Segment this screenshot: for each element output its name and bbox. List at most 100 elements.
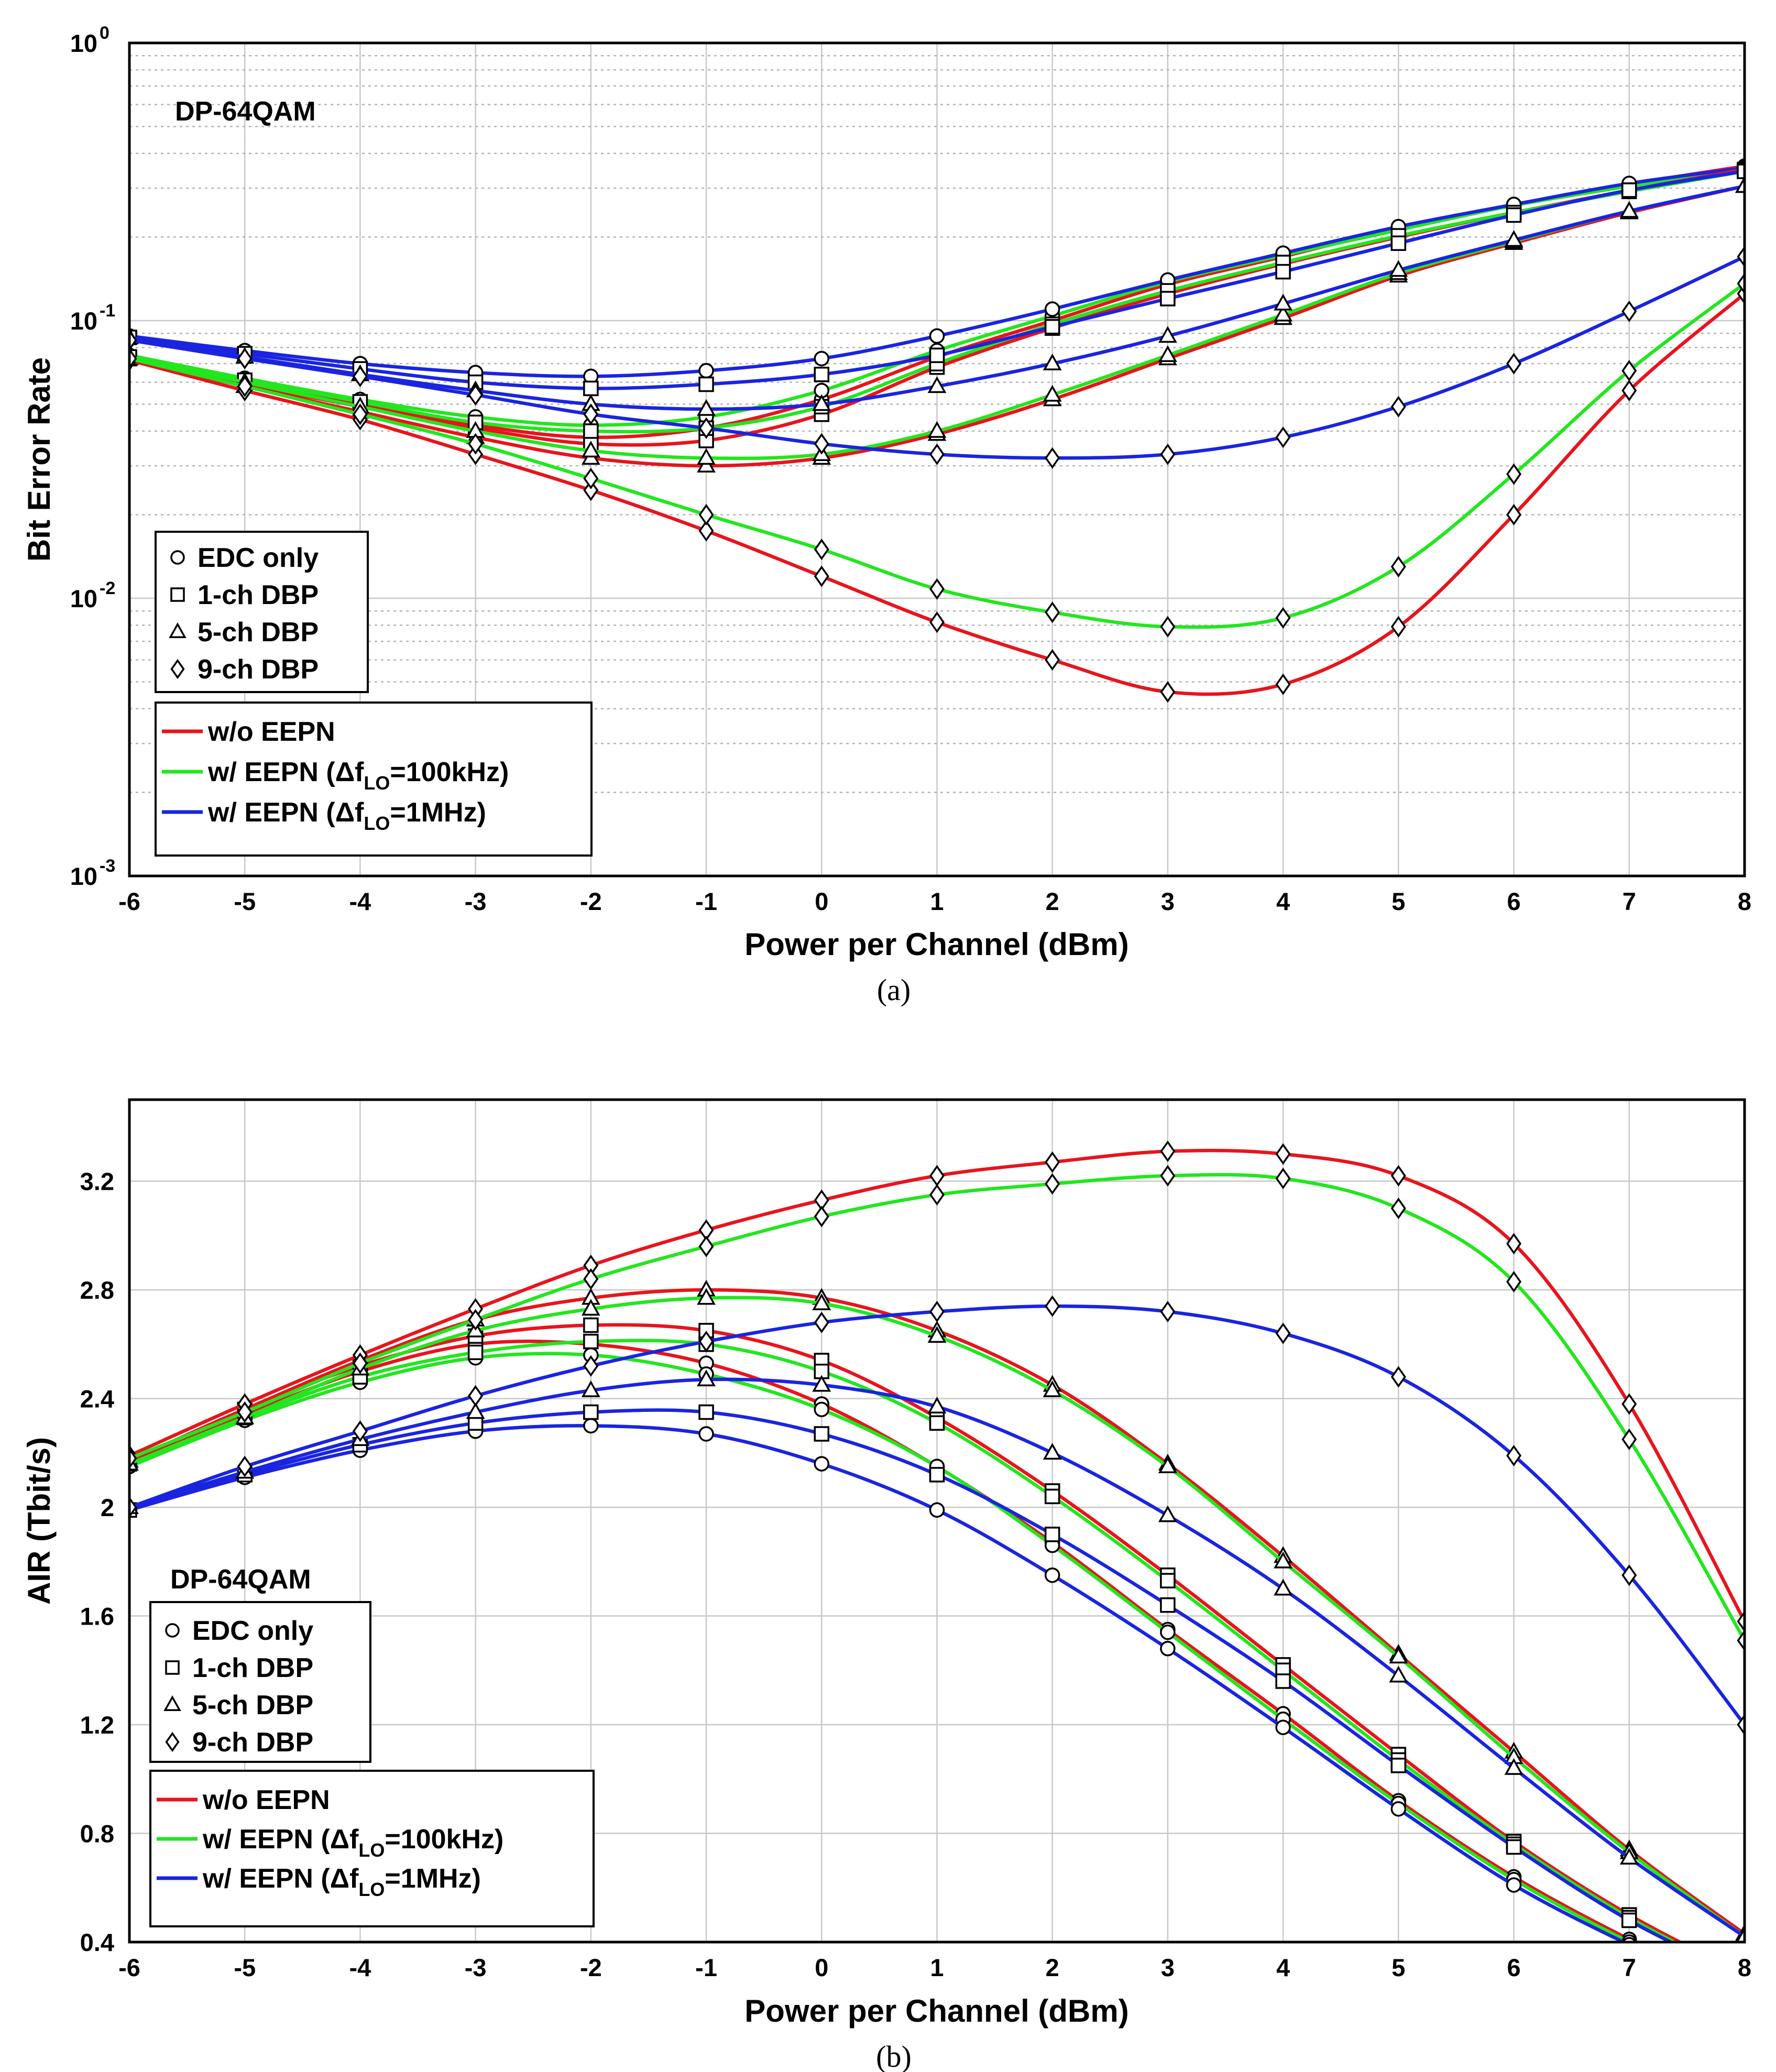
data-point [927, 376, 947, 393]
data-point [1621, 1564, 1637, 1586]
x-tick-label: -5 [234, 1954, 256, 1981]
x-tick-label: -1 [695, 1954, 717, 1981]
data-point [927, 1326, 947, 1343]
series-line [129, 255, 1745, 460]
data-point [1390, 396, 1406, 418]
series-10 [129, 283, 1745, 703]
data-point [583, 479, 599, 501]
data-point [352, 365, 368, 387]
data-point [698, 1331, 714, 1353]
legend-entry: w/o EEPN [157, 1785, 330, 1815]
data-point [1275, 1167, 1291, 1190]
legend-marker-diamond [170, 659, 185, 679]
data-point [468, 433, 484, 455]
legend-marker-square [170, 587, 185, 602]
data-point [1504, 1758, 1523, 1775]
series-10 [129, 1140, 1745, 1632]
legend-marker-triangle [163, 1695, 181, 1711]
marker-legend: EDC only 1-ch DBP 5-ch DBP 9-ch DBP [149, 1601, 371, 1763]
data-point [1160, 1300, 1176, 1323]
data-point [1506, 503, 1522, 526]
legend-marker-diamond [165, 1731, 180, 1752]
data-point [1621, 379, 1637, 402]
data-point [1160, 1573, 1176, 1588]
y-tick-label: 10 -2 [70, 578, 116, 612]
y-tick-label: 1.2 [80, 1711, 114, 1739]
x-tick-label: -3 [465, 1954, 487, 1981]
x-tick-label: 4 [1276, 1954, 1290, 1981]
data-point [1619, 201, 1639, 218]
data-point [1043, 353, 1062, 370]
data-point [1737, 1610, 1745, 1632]
legend-marker-square [165, 1660, 180, 1675]
data-point [1160, 1641, 1176, 1657]
y-tick-base: 10 [70, 307, 97, 335]
data-point [468, 384, 484, 406]
data-point [698, 376, 714, 392]
data-point [1621, 1393, 1637, 1415]
series-line [129, 1377, 1745, 1938]
legend-entry: EDC only [170, 543, 319, 573]
y-tick-label: 1.6 [80, 1603, 114, 1630]
data-point [1737, 1629, 1745, 1651]
annotation-modulation: DP-64QAM [170, 1564, 311, 1595]
data-point [814, 433, 829, 455]
data-point [929, 578, 945, 600]
x-tick-label: 0 [815, 887, 828, 915]
data-point [927, 421, 947, 438]
data-point [1044, 301, 1060, 317]
data-point [129, 1496, 137, 1518]
data-point [929, 347, 945, 363]
y-tick-labels: 0.4 0.8 1.2 1.6 2 2.4 2.8 3.2 [80, 1168, 114, 1956]
y-tick-label: 10 -1 [70, 301, 116, 335]
plot-area-frame [128, 1098, 1746, 1944]
data-point [814, 1401, 830, 1418]
legend-marker-triangle [169, 622, 187, 638]
data-point [1506, 1839, 1522, 1855]
data-point [1389, 1665, 1408, 1683]
legend-label: 1-ch DBP [192, 1653, 313, 1683]
data-point [581, 441, 600, 458]
data-point [1044, 1567, 1060, 1583]
data-point [1737, 163, 1745, 179]
data-point [1390, 1801, 1407, 1817]
legend-box [149, 1770, 595, 1927]
data-point [929, 1300, 945, 1323]
series-11 [129, 1165, 1745, 1651]
legend-entry: w/ EEPN (ΔfLO=1MHz) [162, 797, 486, 834]
y-tick-base: 10 [70, 585, 97, 612]
data-point [1275, 1322, 1291, 1344]
data-point [1390, 556, 1406, 578]
data-point [583, 1355, 599, 1377]
data-point [1274, 1551, 1293, 1569]
data-point [812, 1293, 831, 1310]
legend-label: 5-ch DBP [192, 1690, 313, 1720]
legend-marker-circle [165, 1623, 180, 1638]
data-point [583, 1333, 599, 1350]
data-point [1160, 681, 1176, 703]
data-point [583, 1268, 599, 1290]
x-tick-label: 0 [815, 1954, 828, 1981]
series-line [129, 292, 1745, 696]
data-point [1504, 230, 1523, 247]
series-line [129, 1339, 1679, 1942]
marker-legend: EDC only 1-ch DBP 5-ch DBP 9-ch DBP [155, 531, 369, 693]
data-point [352, 1420, 368, 1442]
legend-entry: w/o EEPN [162, 717, 335, 747]
data-point [1506, 1270, 1522, 1293]
legend-label: EDC only [192, 1616, 313, 1646]
y-tick-base: 10 [70, 29, 97, 57]
legend-entry: EDC only [165, 1616, 313, 1646]
data-point [129, 329, 137, 351]
x-tick-label: 4 [1276, 887, 1290, 915]
data-point [1390, 1165, 1406, 1187]
x-tick-label: 5 [1391, 887, 1405, 915]
y-tick-label: 0.4 [80, 1928, 114, 1956]
legend-entry: w/ EEPN (ΔfLO=100kHz) [162, 757, 509, 794]
legend-label: w/o EEPN [202, 1785, 330, 1815]
legend-box [155, 531, 369, 693]
series-line [129, 1424, 1628, 1942]
color-legend: w/o EEPN w/ EEPN (ΔfLO=100kHz)w/ EEPN (Δf… [155, 701, 593, 857]
